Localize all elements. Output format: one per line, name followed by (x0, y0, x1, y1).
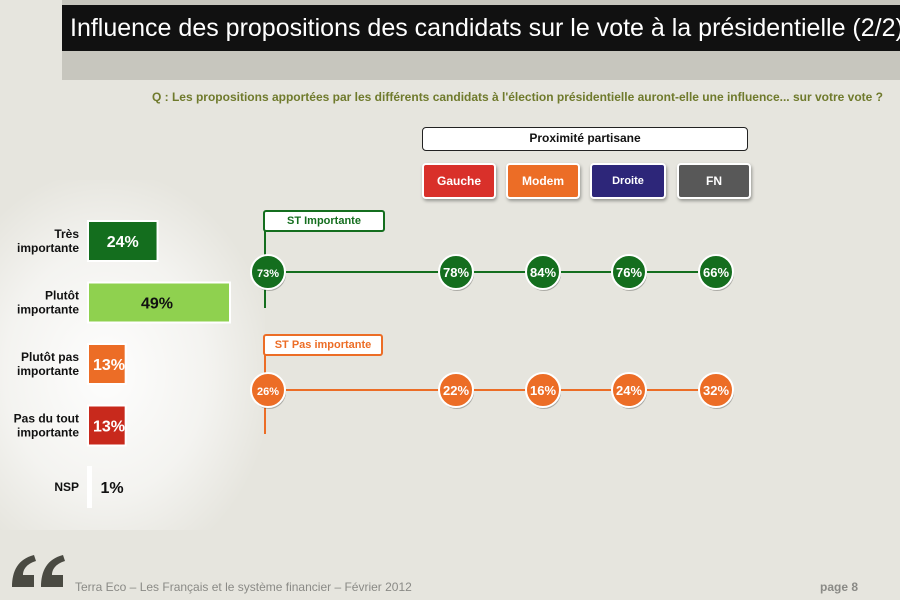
data-point (611, 254, 647, 290)
data-point (525, 254, 561, 290)
bar-0 (87, 220, 159, 262)
data-point (438, 372, 474, 408)
survey-question: Q : Les propositions apportées par les d… (151, 90, 883, 104)
data-point (611, 372, 647, 408)
legend-fn: FN (677, 163, 751, 199)
data-point-label: 32% (703, 383, 729, 398)
bar-1 (87, 281, 231, 324)
footer-page-number: page 8 (819, 580, 858, 594)
data-point-label: 26% (257, 386, 279, 398)
bar-value-label: 1% (100, 480, 123, 497)
data-point (698, 254, 734, 290)
data-point-label: 84% (530, 265, 556, 280)
bar-value-label: 24% (107, 234, 139, 251)
data-point-label: 22% (443, 383, 469, 398)
distribution-bar-chart: Très importante 24% Plutôt importante 49% Plut… (14, 220, 231, 508)
bar-category-label: Pas du tout importante (14, 412, 80, 440)
bar-2 (87, 343, 127, 385)
bar-value-label: 13% (93, 419, 125, 436)
data-point-label: 78% (443, 265, 469, 280)
data-point (525, 372, 561, 408)
bar-value-label: 49% (141, 296, 173, 313)
bar-category-label: Plutôt pas importante (17, 350, 79, 378)
legend-title: Proximité partisane (422, 127, 748, 151)
data-point (438, 254, 474, 290)
data-point (698, 372, 734, 408)
data-point-label: 73% (257, 268, 279, 280)
bar-value-label: 13% (93, 357, 125, 374)
data-point-label: 24% (616, 383, 642, 398)
page-title: Influence des propositions des candidats… (62, 5, 900, 51)
quote-icon (12, 555, 65, 587)
data-point-label: 66% (703, 265, 729, 280)
series-tag-important: ST Importante (263, 210, 385, 232)
bar-3 (87, 404, 127, 447)
legend-droite: Droite (590, 163, 666, 199)
bar-category-label: Très importante (17, 227, 79, 255)
series-tag-not-important: ST Pas importante (263, 334, 383, 356)
bar-category-label: NSP (54, 480, 79, 494)
legend-gauche: Gauche (422, 163, 496, 199)
data-point-label: 76% (616, 265, 642, 280)
data-point-label: 16% (530, 383, 556, 398)
legend-modem: Modem (506, 163, 580, 199)
bar-category-label: Plutôt importante (17, 289, 79, 317)
data-point (250, 254, 286, 290)
data-point (250, 372, 286, 408)
footer-source: Terra Eco – Les Français et le système f… (75, 580, 412, 594)
bar-4 (87, 466, 92, 508)
